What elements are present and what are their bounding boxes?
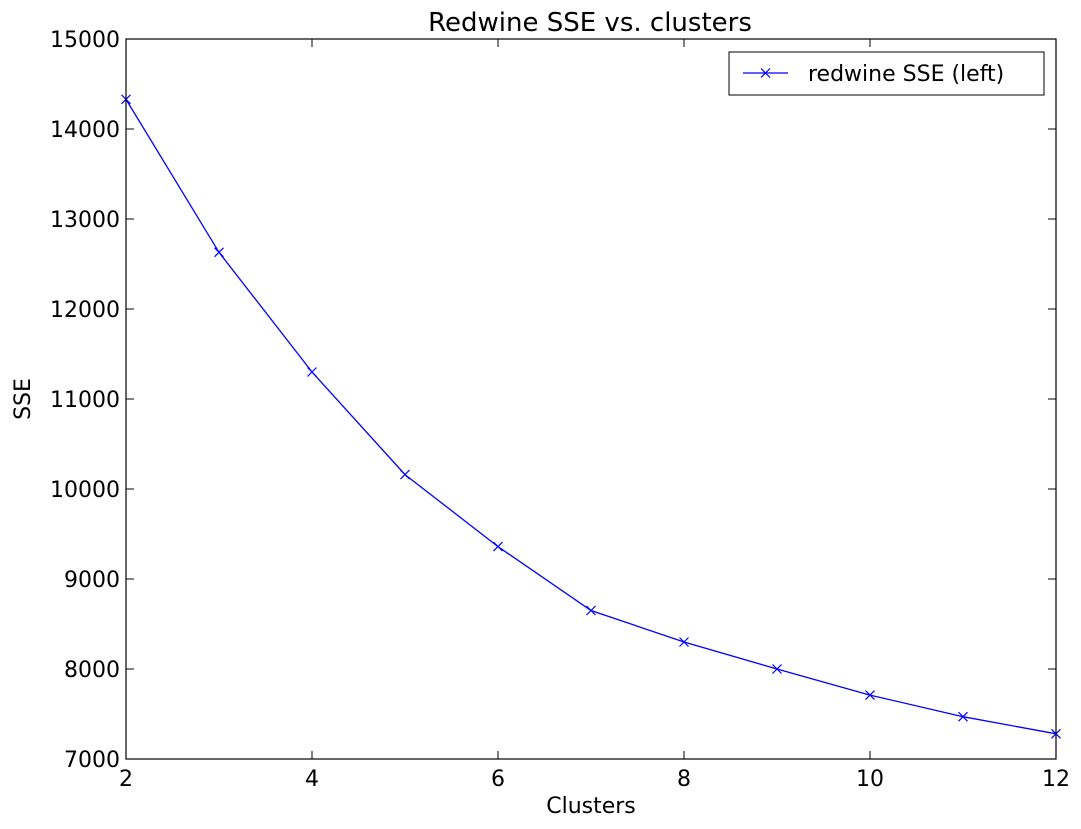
data-point-marker [772, 664, 782, 674]
y-tick-label: 13000 [50, 208, 120, 233]
data-point-marker [214, 247, 224, 258]
x-tick-label: 2 [119, 767, 133, 792]
y-tick-label: 15000 [50, 28, 120, 53]
legend: redwine SSE (left) [728, 51, 1045, 96]
x-tick-label: 10 [856, 767, 884, 792]
axis-ticks: 2 4 6 8 10 12 7000 8000 9000 10000 11000 12000 13000… [50, 28, 1070, 792]
data-point-marker [865, 690, 875, 701]
data-point-marker [958, 711, 968, 722]
data-point-marker [307, 367, 317, 377]
y-tick-label: 9000 [64, 568, 120, 593]
data-point-marker [679, 637, 689, 647]
y-tick-label: 14000 [50, 118, 120, 143]
x-tick-label: 6 [491, 767, 505, 792]
y-axis-label: SSE [11, 378, 36, 420]
x-tick-label: 8 [677, 767, 691, 792]
x-tick-label: 12 [1042, 767, 1070, 792]
x-tick-label: 4 [305, 767, 319, 792]
y-tick-label: 7000 [64, 748, 120, 773]
plot-area [121, 94, 1061, 739]
y-tick-label: 8000 [64, 658, 120, 683]
legend-entry-label: redwine SSE (left) [808, 62, 1004, 87]
plot-frame [125, 38, 1057, 760]
y-tick-label: 12000 [50, 298, 120, 323]
legend-marker-icon [760, 68, 771, 78]
x-axis-label: Clusters [546, 794, 636, 819]
y-tick-label: 10000 [50, 478, 120, 503]
data-point-marker [586, 605, 596, 616]
series-line [125, 98, 1057, 735]
data-point-marker [493, 541, 503, 552]
chart-title: Redwine SSE vs. clusters [428, 8, 752, 38]
data-point-marker [400, 469, 410, 480]
y-tick-label: 11000 [50, 388, 120, 413]
